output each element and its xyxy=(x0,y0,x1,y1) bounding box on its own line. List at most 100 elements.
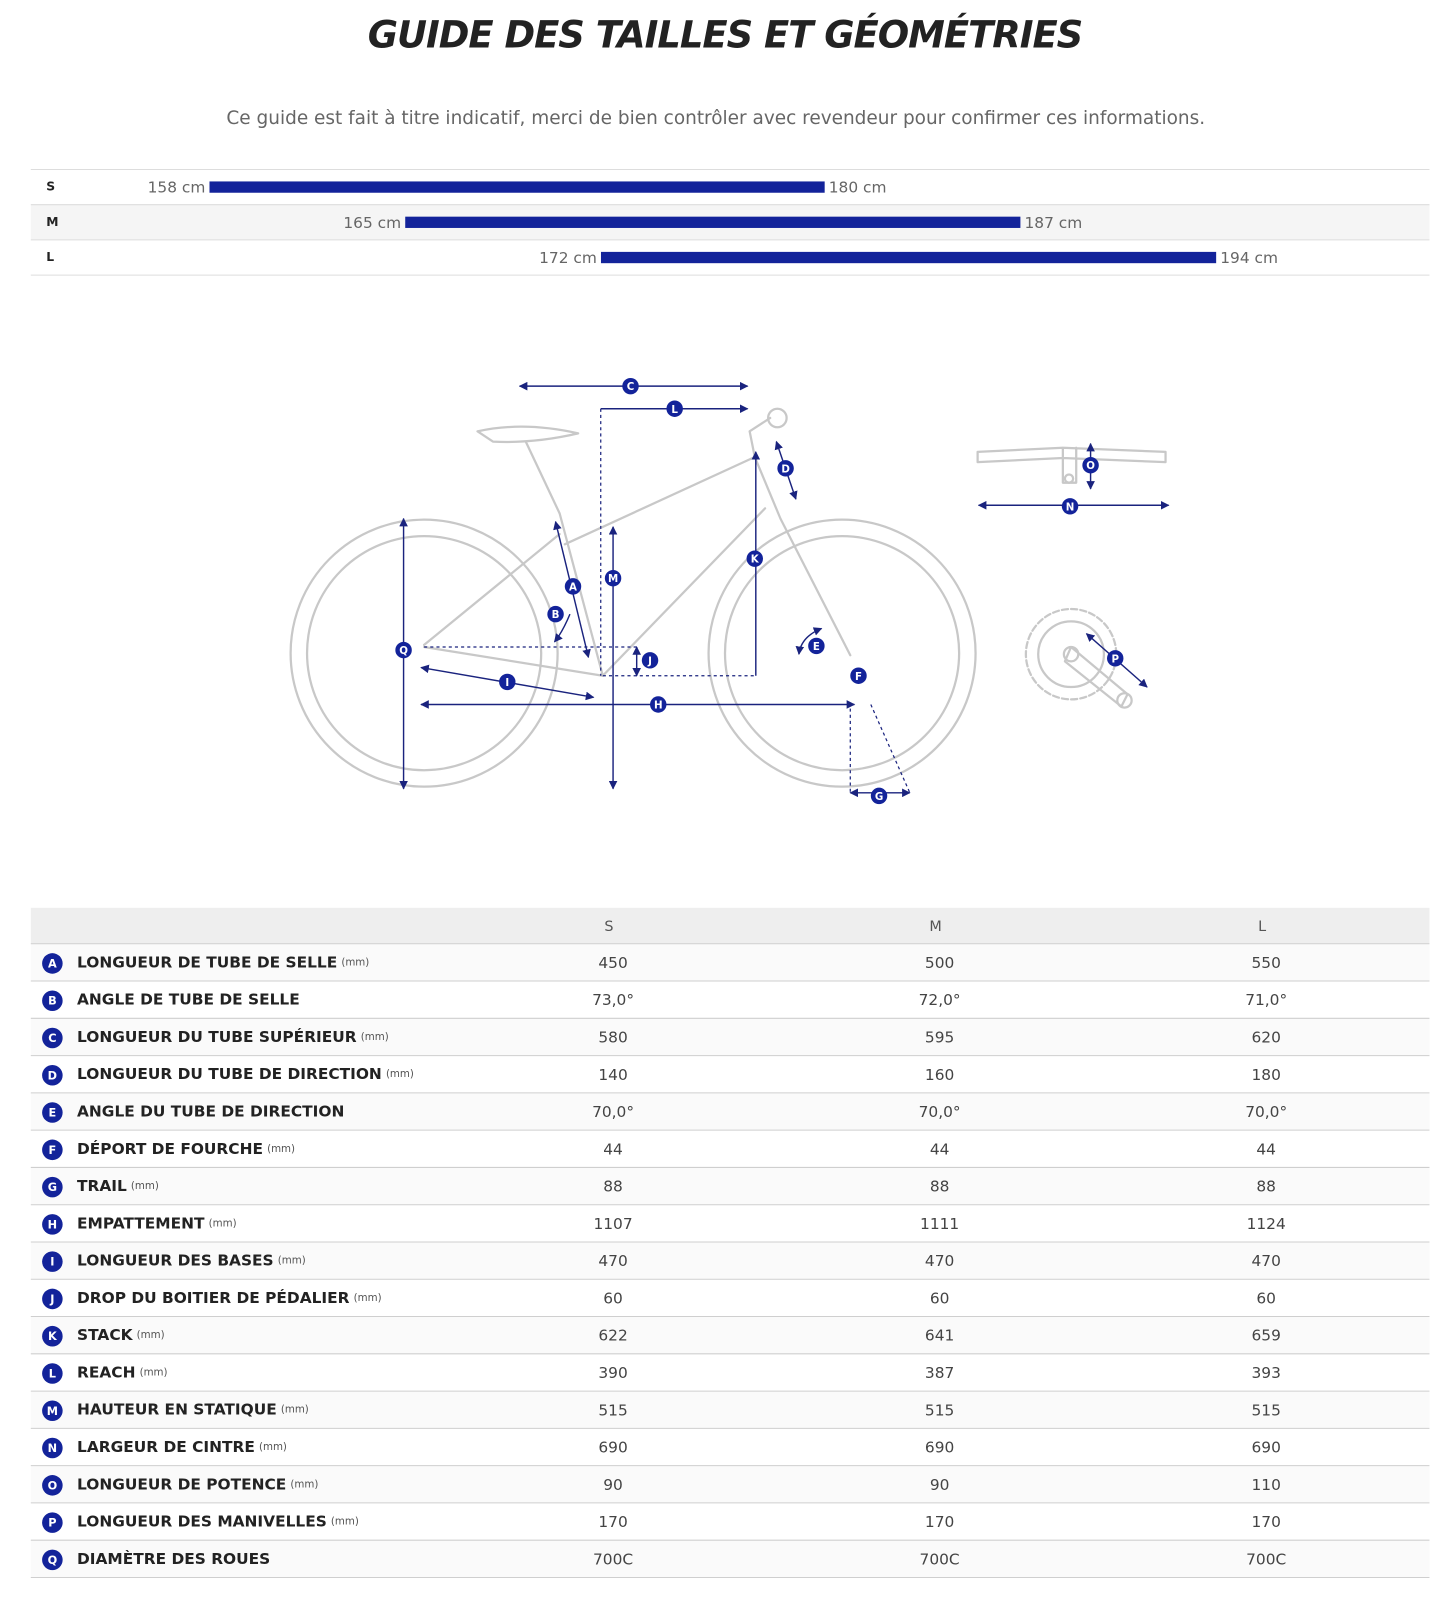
diagram-letter: N xyxy=(1066,501,1075,513)
column-header: M xyxy=(929,919,941,935)
row-letter: O xyxy=(48,1479,58,1492)
row-unit: (mm) xyxy=(354,1292,382,1304)
cell-value: 140 xyxy=(598,1066,627,1084)
row-label: LONGUEUR DES BASES (mm) xyxy=(77,1251,306,1269)
row-label-text: LONGUEUR DE TUBE DE SELLE xyxy=(77,953,337,971)
row-letter: G xyxy=(48,1181,57,1194)
diagram-badge xyxy=(808,637,825,655)
diagram-badge xyxy=(650,696,667,713)
diagram-badge xyxy=(870,787,888,805)
letter-badge xyxy=(42,953,63,974)
row-unit: (mm) xyxy=(267,1143,295,1155)
row-letter: L xyxy=(49,1368,56,1381)
cell-value: 60 xyxy=(603,1289,623,1307)
diagram-letter: I xyxy=(505,677,509,689)
cell-value: 515 xyxy=(598,1401,627,1419)
row-background xyxy=(30,1092,1430,1131)
cell-value: 170 xyxy=(925,1513,954,1531)
row-label-text: EMPATTEMENT xyxy=(77,1214,205,1232)
cell-value: 88 xyxy=(930,1178,950,1196)
row-label: LONGUEUR DES MANIVELLES (mm) xyxy=(77,1512,359,1530)
row-label: DIAMÈTRE DES ROUES xyxy=(77,1548,270,1567)
row-label-text: LARGEUR DE CINTRE xyxy=(77,1438,255,1456)
cell-value: 450 xyxy=(598,954,627,972)
max-height-label: 180 cm xyxy=(829,179,887,197)
row-label-text: LONGUEUR DES MANIVELLES xyxy=(77,1512,327,1530)
cell-value: 390 xyxy=(598,1364,627,1382)
diagram-letter: C xyxy=(627,381,635,393)
diagram-badge xyxy=(1061,498,1079,515)
diagram-letter: O xyxy=(1086,460,1095,472)
row-label: REACH (mm) xyxy=(77,1363,168,1381)
letter-badge xyxy=(42,1139,63,1161)
row-label-text: ANGLE DU TUBE DE DIRECTION xyxy=(77,1102,344,1120)
diagram-letter: L xyxy=(671,404,678,416)
cell-value: 550 xyxy=(1251,954,1280,972)
cell-value: 690 xyxy=(598,1439,627,1457)
row-background xyxy=(30,943,1430,982)
row-letter: C xyxy=(48,1032,56,1045)
cell-value: 170 xyxy=(1251,1513,1280,1531)
letter-badge xyxy=(42,1064,63,1086)
row-label-text: LONGUEUR DE POTENCE xyxy=(77,1475,286,1493)
cell-value: 470 xyxy=(925,1252,954,1270)
letter-badge xyxy=(42,1102,63,1123)
letter-badge xyxy=(42,1549,63,1571)
cell-value: 595 xyxy=(925,1028,954,1046)
row-unit: (mm) xyxy=(140,1366,168,1378)
diagram-badge xyxy=(564,578,582,595)
cell-value: 622 xyxy=(598,1327,627,1345)
height-range-bar xyxy=(405,216,1021,228)
subtitle: Ce guide est fait à titre indicatif, mer… xyxy=(226,108,1205,129)
diagram-letter: H xyxy=(654,700,663,712)
row-label-text: REACH xyxy=(77,1363,135,1381)
cell-value: 620 xyxy=(1251,1028,1280,1046)
row-background xyxy=(30,1465,1430,1503)
cell-value: 1107 xyxy=(593,1215,632,1233)
size-label: L xyxy=(46,250,54,264)
diagram-letter: J xyxy=(647,655,652,667)
row-label-text: DIAMÈTRE DES ROUES xyxy=(77,1548,270,1567)
row-letter: P xyxy=(48,1517,56,1530)
row-label-text: LONGUEUR DU TUBE DE DIRECTION xyxy=(77,1065,382,1083)
diagram-badge xyxy=(622,377,639,395)
row-label: EMPATTEMENT (mm) xyxy=(77,1214,237,1232)
diagram-letter: G xyxy=(875,791,883,803)
cell-value: 387 xyxy=(925,1364,954,1382)
letter-badge xyxy=(42,990,63,1011)
cell-value: 88 xyxy=(603,1178,623,1196)
cell-value: 690 xyxy=(1251,1439,1280,1457)
diagram-letter: P xyxy=(1111,653,1119,665)
row-label-text: ANGLE DE TUBE DE SELLE xyxy=(77,990,300,1008)
diagram-letter: D xyxy=(781,463,790,475)
diagram-badge xyxy=(641,652,659,669)
cell-value: 580 xyxy=(598,1028,627,1046)
cell-value: 110 xyxy=(1251,1476,1280,1494)
diagram-letter: K xyxy=(751,554,760,566)
cell-value: 71,0° xyxy=(1245,991,1287,1009)
min-height-label: 172 cm xyxy=(539,249,597,267)
cell-value: 90 xyxy=(930,1476,950,1494)
cell-value: 180 xyxy=(1251,1066,1280,1084)
cell-value: 500 xyxy=(925,954,954,972)
letter-badge xyxy=(42,1214,63,1235)
height-range-bar xyxy=(600,251,1217,264)
cell-value: 60 xyxy=(930,1289,950,1307)
letter-badge xyxy=(42,1325,63,1347)
row-label-text: DÉPORT DE FOURCHE xyxy=(77,1138,263,1157)
letter-badge xyxy=(42,1400,63,1422)
row-label: LONGUEUR DU TUBE SUPÉRIEUR (mm) xyxy=(77,1026,389,1045)
row-letter: K xyxy=(48,1330,58,1343)
row-letter: E xyxy=(49,1107,57,1120)
row-label-text: HAUTEUR EN STATIQUE xyxy=(77,1400,277,1418)
row-label: HAUTEUR EN STATIQUE (mm) xyxy=(77,1400,309,1418)
cell-value: 72,0° xyxy=(919,991,961,1009)
row-letter: M xyxy=(47,1405,58,1418)
diagram-letter: F xyxy=(855,671,862,683)
column-header: S xyxy=(604,919,613,935)
diagram-letter: Q xyxy=(399,645,408,657)
max-height-label: 194 cm xyxy=(1220,249,1278,267)
diagram-badge xyxy=(850,667,867,684)
